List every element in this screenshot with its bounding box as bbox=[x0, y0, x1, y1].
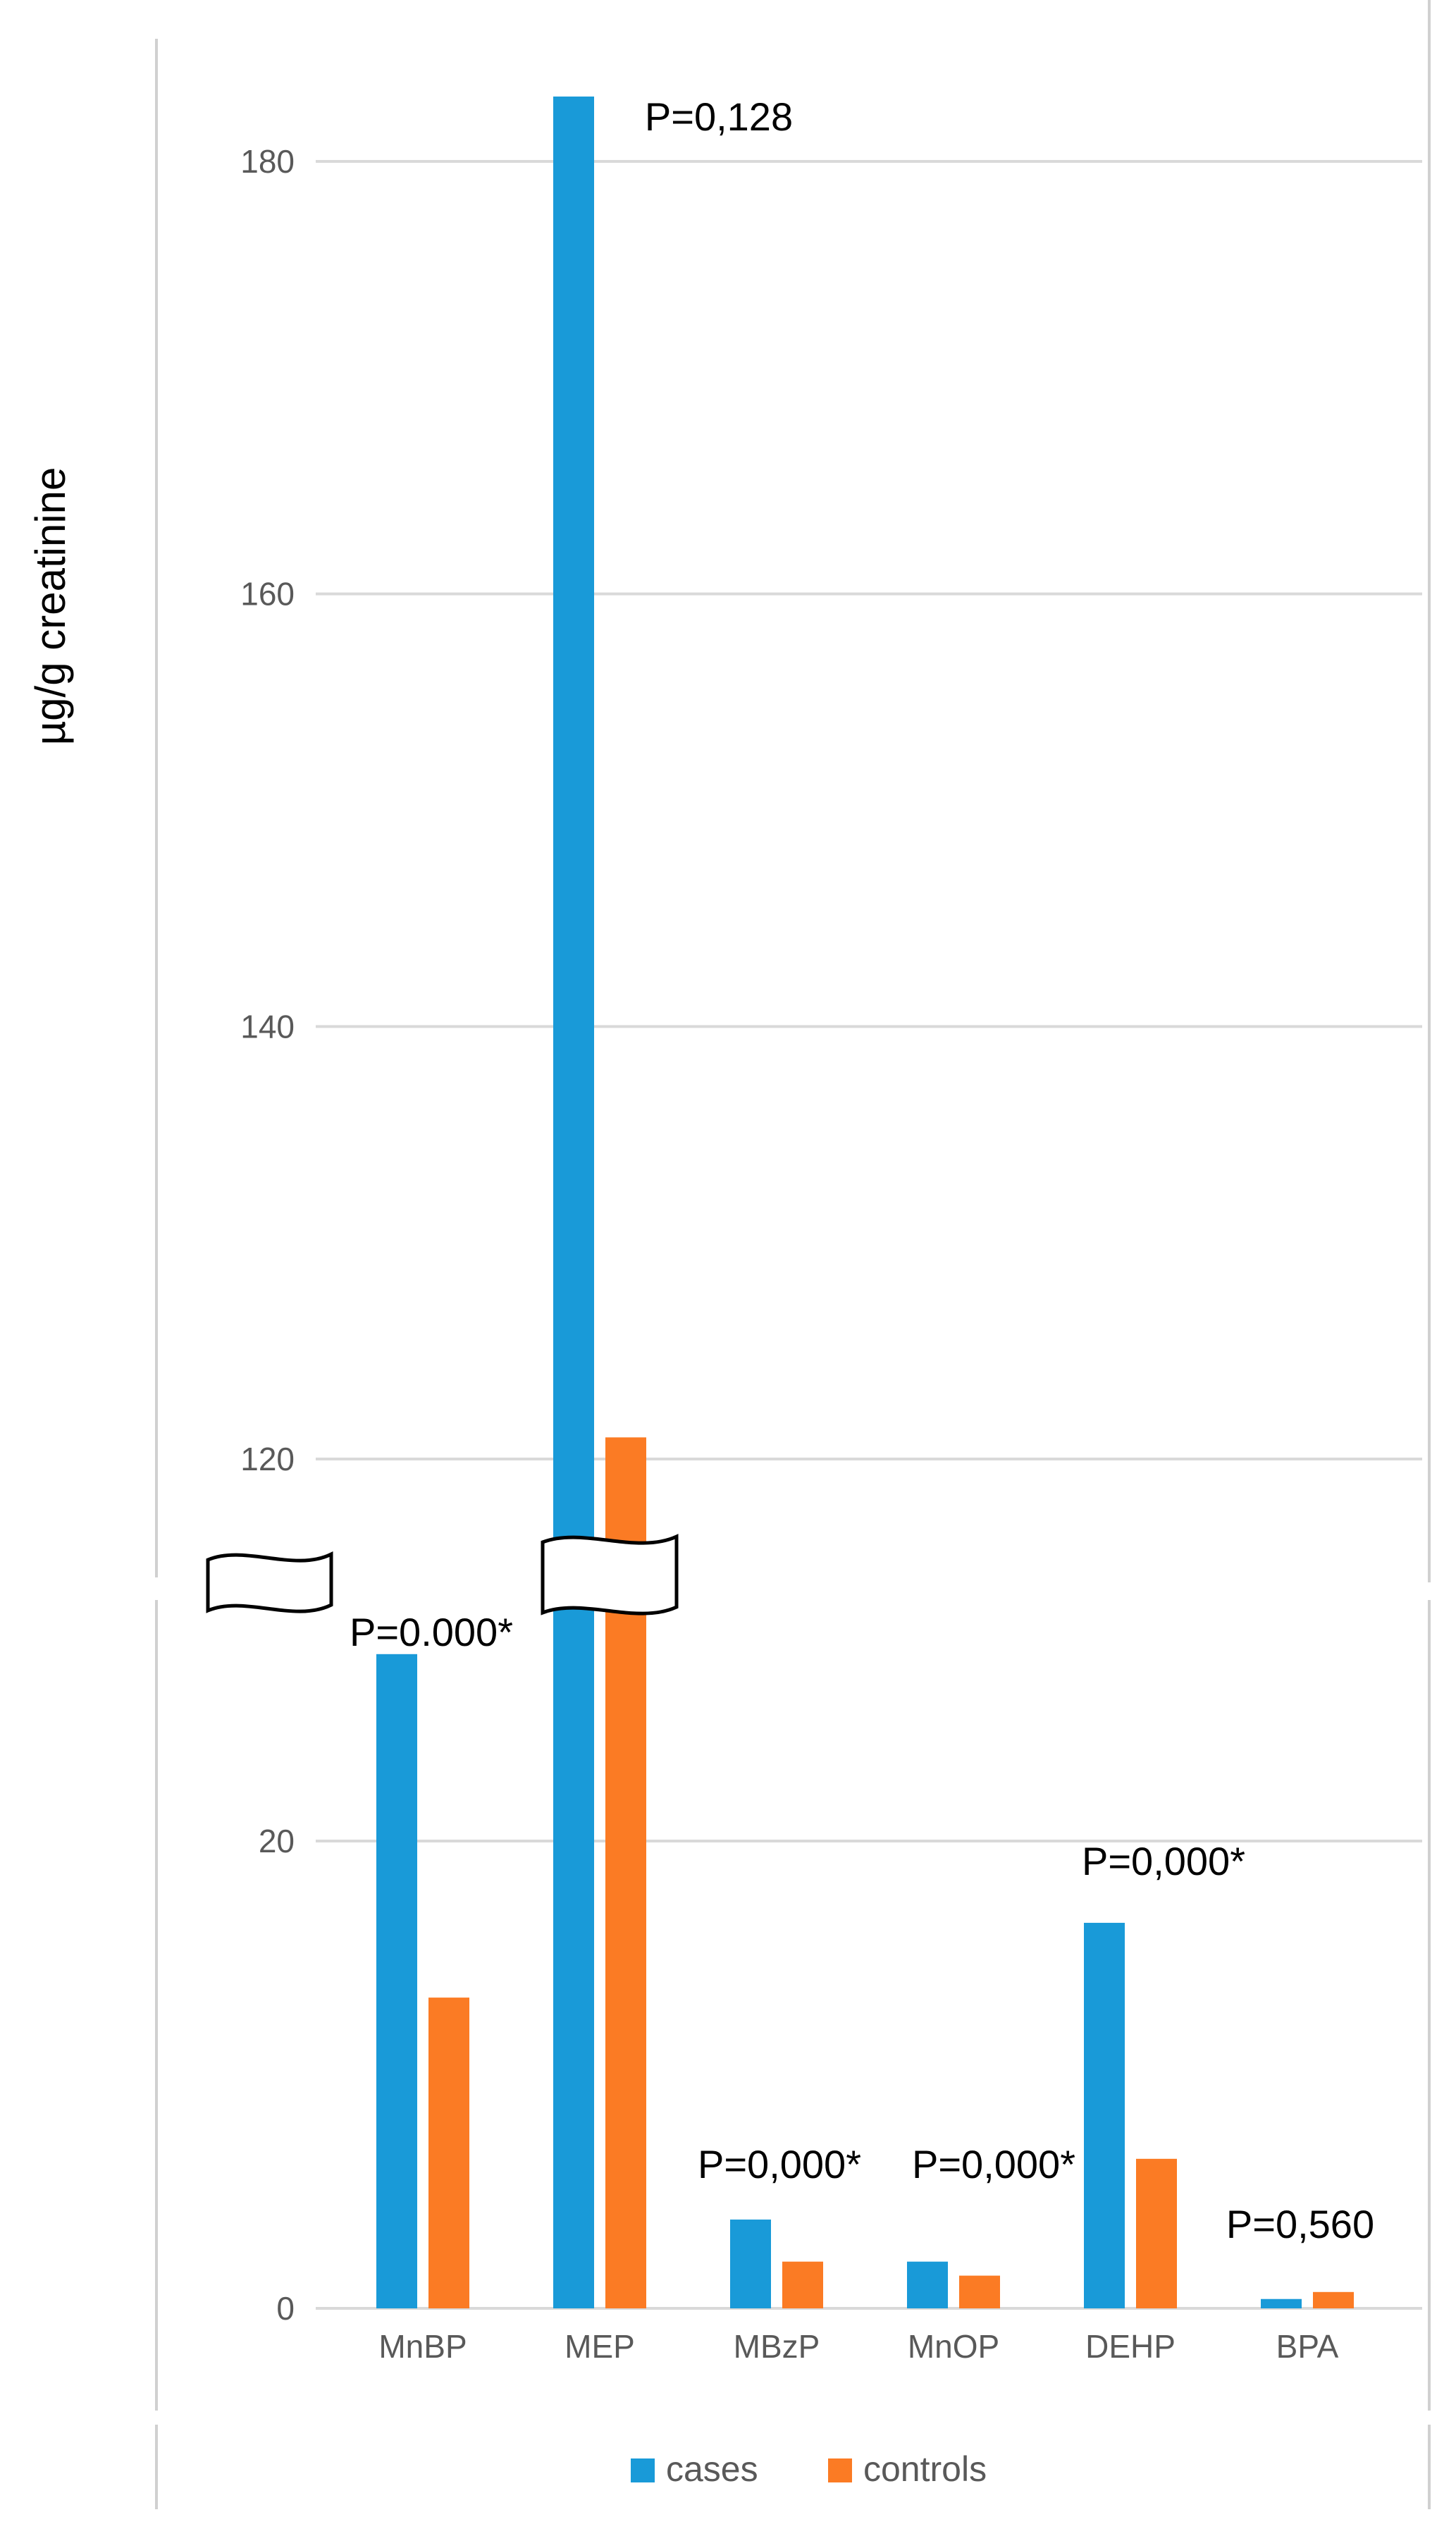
p-value-mep: P=0,128 bbox=[645, 94, 793, 139]
bar-controls-bpa bbox=[1313, 2291, 1354, 2308]
p-value-mbzp: P=0,000* bbox=[698, 2142, 861, 2186]
bar-cases-mnop bbox=[907, 2261, 948, 2308]
x-tick-labels: MnBP MEP MBzP MnOP DEHP BPA bbox=[378, 2328, 1338, 2365]
x-tick-bpa: BPA bbox=[1276, 2328, 1339, 2365]
legend-label-cases: cases bbox=[666, 2449, 758, 2489]
x-tick-mep: MEP bbox=[564, 2328, 635, 2365]
gridlines bbox=[316, 160, 1422, 2310]
bars bbox=[376, 96, 1354, 2308]
legend-swatch-controls bbox=[828, 2458, 852, 2482]
y-tick-140: 140 bbox=[240, 1008, 295, 1045]
bar-controls-mbzp bbox=[782, 2261, 823, 2308]
legend: cases controls bbox=[631, 2449, 987, 2489]
legend-swatch-cases bbox=[631, 2458, 655, 2482]
bar-cases-mep-upper bbox=[553, 96, 594, 1583]
y-tick-180: 180 bbox=[240, 143, 295, 180]
y-tick-labels: 120 140 160 180 0 20 bbox=[240, 143, 295, 2327]
x-tick-mnop: MnOP bbox=[908, 2328, 999, 2365]
y-tick-120: 120 bbox=[240, 1441, 295, 1477]
p-value-bpa: P=0,560 bbox=[1226, 2202, 1374, 2246]
bar-cases-dehp bbox=[1084, 1923, 1125, 2308]
bar-cases-mbzp bbox=[730, 2220, 771, 2308]
axis-break-mark-bar bbox=[541, 1534, 679, 1615]
chart-frame bbox=[155, 0, 1431, 2509]
y-tick-160: 160 bbox=[240, 576, 295, 613]
p-value-mnop: P=0,000* bbox=[912, 2142, 1075, 2186]
bar-controls-mep-lower bbox=[605, 1582, 646, 2308]
p-value-annotations: P=0.000* P=0,128 P=0,000* P=0,000* P=0,000* P… bbox=[350, 94, 1374, 2246]
x-tick-mbzp: MBzP bbox=[734, 2328, 820, 2365]
axis-break-mark-left bbox=[206, 1551, 333, 1613]
y-tick-0: 0 bbox=[276, 2290, 295, 2327]
bar-controls-mnop bbox=[959, 2275, 1000, 2308]
bar-cases-bpa bbox=[1261, 2298, 1302, 2308]
bar-controls-dehp bbox=[1136, 2158, 1177, 2308]
legend-label-controls: controls bbox=[863, 2449, 987, 2489]
axis-break-marks bbox=[206, 1534, 679, 1615]
x-tick-mnbp: MnBP bbox=[378, 2328, 467, 2365]
p-value-mnbp: P=0.000* bbox=[350, 1610, 513, 1654]
bar-controls-mnbp bbox=[428, 1998, 469, 2308]
bar-cases-mnbp bbox=[376, 1654, 417, 2308]
bar-cases-mep-lower bbox=[553, 1582, 594, 2308]
x-tick-dehp: DEHP bbox=[1085, 2328, 1176, 2365]
y-axis-label: µg/g creatinine bbox=[27, 467, 74, 746]
p-value-dehp: P=0,000* bbox=[1082, 1839, 1245, 1883]
y-tick-20: 20 bbox=[259, 1823, 295, 1859]
